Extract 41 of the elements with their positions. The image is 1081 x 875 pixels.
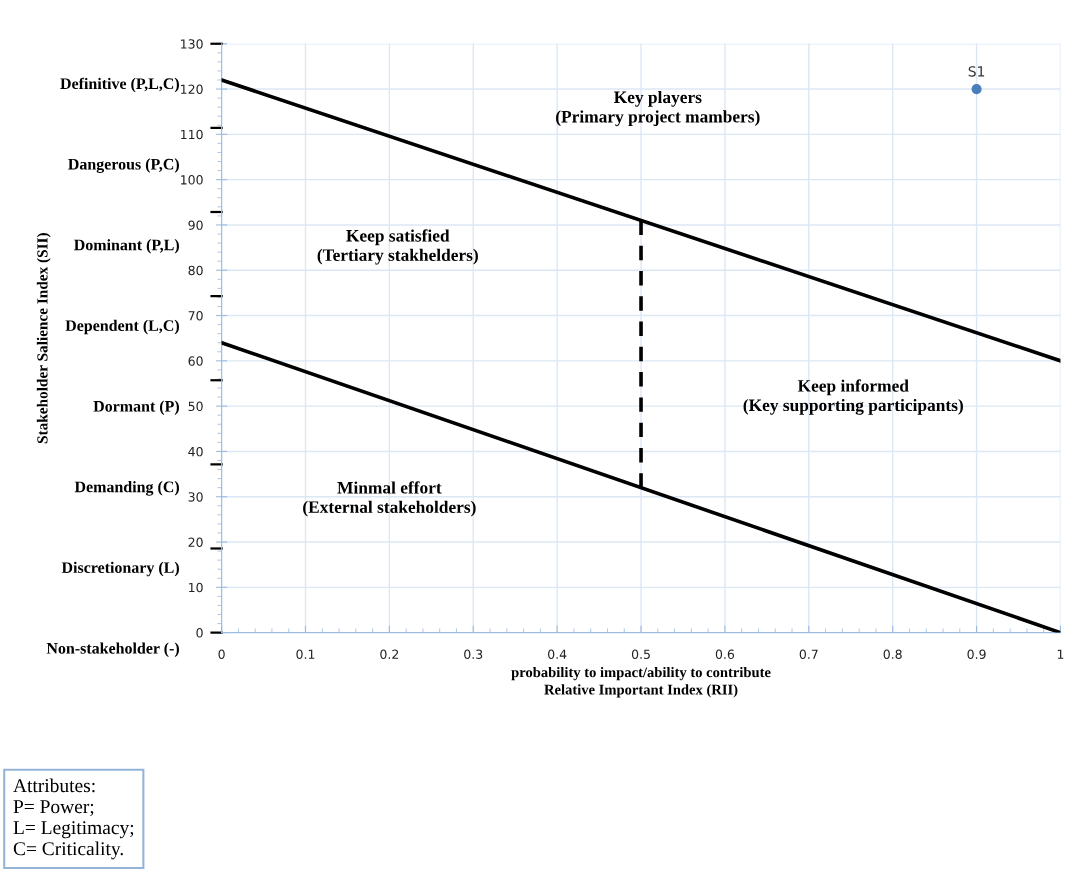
text: Definitive (P,L,C) bbox=[60, 77, 179, 93]
text: Demanding (C) bbox=[74, 481, 179, 496]
x-tick-label: 0.8 bbox=[883, 649, 902, 659]
x-tick-label: 0.4 bbox=[548, 649, 567, 659]
annotation: Keep informed (Key supporting participants) bbox=[743, 379, 963, 415]
annotation: Key players (Primary project mambers) bbox=[556, 90, 760, 127]
annotation: Minmal effort (External stakeholders) bbox=[303, 481, 476, 517]
x-tick-label: 0 bbox=[218, 649, 225, 659]
x-tick-label: 0.6 bbox=[715, 649, 735, 659]
x-tick-label: 0.3 bbox=[464, 649, 483, 659]
y-tick-label: 70 bbox=[188, 311, 203, 321]
series-label: S1 bbox=[968, 66, 985, 77]
y-tick-label: 60 bbox=[188, 356, 203, 366]
text: Attributes: P= Power; L= Legitimacy; C= Criticality. bbox=[13, 778, 134, 860]
x-tick-label: 0.9 bbox=[967, 649, 986, 659]
y-tick-label: 130 bbox=[181, 39, 203, 49]
y-tick-label: 40 bbox=[188, 446, 203, 457]
x-axis-title: probability to impact/ability to contribute Relative Important Index (RII) bbox=[511, 666, 771, 698]
y-tick-label: 20 bbox=[188, 537, 203, 547]
text: Stakeholder Salience Index (SII) bbox=[36, 233, 51, 444]
text: Dependent (L,C) bbox=[65, 319, 179, 335]
x-tick-label: 0.7 bbox=[799, 649, 818, 659]
y-tick-label: 10 bbox=[189, 582, 203, 593]
y-tick-label: 120 bbox=[181, 84, 203, 94]
text: Dormant (P) bbox=[93, 400, 179, 415]
y-tick-label: 100 bbox=[181, 175, 203, 185]
y-tick-label: 80 bbox=[188, 265, 203, 276]
text: Dominant (P,L) bbox=[74, 239, 179, 254]
annotation: Keep satisfied (Tertiary stakhelders) bbox=[317, 229, 478, 265]
x-tick-label: 0.2 bbox=[380, 649, 399, 659]
text: Discretionary (L) bbox=[61, 561, 179, 577]
y-tick-label: 110 bbox=[181, 129, 203, 140]
text: Non-stakeholder (-) bbox=[46, 642, 179, 657]
y-tick-label: 90 bbox=[188, 220, 203, 230]
y-tick-label: 50 bbox=[188, 401, 203, 412]
y-tick-label: 30 bbox=[188, 492, 203, 502]
x-tick-label: 0.5 bbox=[631, 649, 650, 659]
x-tick-label: 1 bbox=[1057, 649, 1064, 659]
x-tick-label: 0.1 bbox=[296, 649, 315, 659]
text: Dangerous (P,C) bbox=[68, 158, 179, 173]
y-tick-label: 0 bbox=[196, 628, 203, 638]
